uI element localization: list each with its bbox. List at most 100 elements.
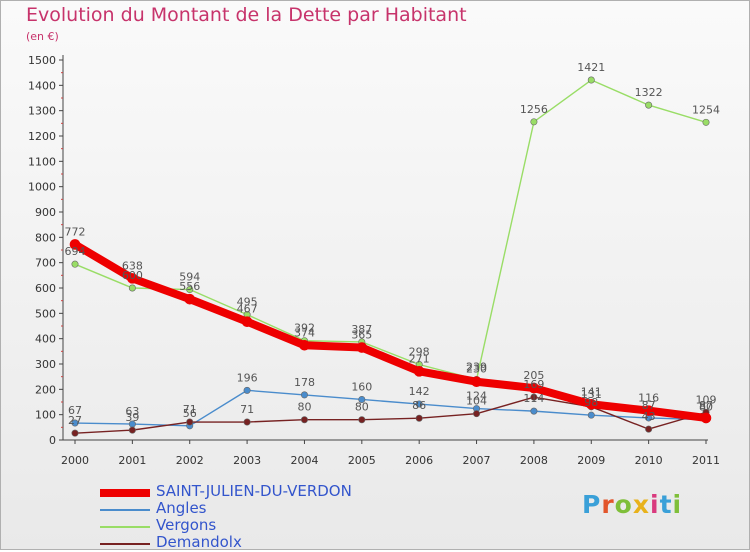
data-point <box>530 393 538 401</box>
data-label: 230 <box>466 363 487 376</box>
data-label: 71 <box>240 403 254 416</box>
x-tick-label: 2010 <box>635 454 663 467</box>
series-line <box>74 396 707 434</box>
series-line <box>74 389 707 427</box>
data-point <box>241 316 253 327</box>
data-point <box>587 76 595 84</box>
data-label: 141 <box>581 385 602 398</box>
legend-swatch <box>100 543 150 545</box>
data-label: 1421 <box>577 61 605 74</box>
data-label: 43 <box>642 410 656 423</box>
data-label: 169 <box>523 378 544 391</box>
data-point <box>415 414 423 422</box>
data-point <box>186 418 194 426</box>
data-point <box>243 418 251 426</box>
data-point <box>643 405 654 416</box>
data-label: 87 <box>642 399 656 412</box>
y-tick-label: 1100 <box>28 155 56 168</box>
data-label: 196 <box>237 371 258 384</box>
legend-swatch <box>100 526 150 528</box>
data-label: 80 <box>355 401 369 414</box>
data-label: 600 <box>122 269 143 282</box>
x-tick-label: 2006 <box>405 454 433 467</box>
data-point <box>243 386 251 394</box>
data-label: 594 <box>179 271 200 284</box>
data-label: 109 <box>696 393 717 406</box>
logo-letter: r <box>601 490 615 519</box>
logo-letter: i <box>672 490 683 519</box>
x-tick-label: 2009 <box>577 454 605 467</box>
axes: 0 100 200 300 400 500 600 700 800 900 1000 1100 1200… <box>28 54 720 467</box>
data-point <box>300 391 308 399</box>
data-label: 27 <box>68 414 82 427</box>
data-point <box>585 398 597 410</box>
data-label: 86 <box>412 399 426 412</box>
data-label: 114 <box>523 392 544 405</box>
proxiti-logo: Proxiti <box>582 490 682 519</box>
data-label: 131 <box>581 388 602 401</box>
line-chart: 0 100 200 300 400 500 600 700 800 900 1000 1100 1200… <box>28 54 720 467</box>
y-tick-label: 0 <box>49 434 56 447</box>
legend-label: SAINT-JULIEN-DU-VERDON <box>156 482 352 500</box>
data-point <box>645 101 653 109</box>
y-tick-label: 1200 <box>28 130 56 143</box>
y-tick-label: 1000 <box>28 181 56 194</box>
data-label: 98 <box>584 396 598 409</box>
data-label: 772 <box>65 225 86 238</box>
y-tick-label: 500 <box>35 307 56 320</box>
data-point <box>358 395 366 403</box>
logo-letter: x <box>632 490 650 519</box>
data-point <box>356 342 368 353</box>
data-label: 80 <box>297 401 311 414</box>
x-tick-label: 2011 <box>692 454 720 467</box>
data-label: 116 <box>638 392 659 405</box>
data-point <box>530 407 538 415</box>
data-label: 87 <box>699 399 713 412</box>
data-point <box>530 118 538 126</box>
data-point <box>471 376 482 388</box>
data-point <box>700 412 712 424</box>
x-tick-label: 2007 <box>463 454 491 467</box>
data-label: 387 <box>351 323 372 336</box>
data-point <box>128 426 136 434</box>
data-label: 638 <box>122 259 143 272</box>
y-unit-label: (en €) <box>26 30 59 43</box>
x-tick-label: 2002 <box>176 454 204 467</box>
y-tick-label: 300 <box>35 358 56 371</box>
series-line <box>74 79 707 381</box>
y-tick-label: 700 <box>35 257 56 270</box>
logo-letter: P <box>582 490 602 519</box>
data-point <box>128 284 136 292</box>
data-point <box>71 260 79 268</box>
data-label: 374 <box>294 326 315 339</box>
data-label: 271 <box>409 352 430 365</box>
y-tick-label: 200 <box>35 383 56 396</box>
legend-swatch <box>100 509 150 511</box>
data-label: 178 <box>294 376 315 389</box>
data-label: 495 <box>237 296 258 309</box>
data-point <box>186 286 194 294</box>
data-point <box>528 382 540 394</box>
data-label: 1254 <box>692 103 720 116</box>
data-label: 142 <box>409 385 430 398</box>
y-tick-label: 100 <box>35 409 56 422</box>
data-point <box>71 429 79 437</box>
data-label: 1322 <box>635 86 663 99</box>
data-point <box>184 293 196 305</box>
data-point <box>415 400 423 408</box>
data-label: 365 <box>351 329 372 342</box>
y-tick-label: 1400 <box>28 79 56 92</box>
y-tick-label: 800 <box>35 231 56 244</box>
data-point <box>300 416 308 424</box>
legend-label: Angles <box>156 499 207 517</box>
data-label: 160 <box>351 380 372 393</box>
data-label: 467 <box>237 303 258 316</box>
data-label: 71 <box>183 403 197 416</box>
data-label: 124 <box>466 390 487 403</box>
data-point <box>702 118 710 126</box>
y-tick-label: 400 <box>35 333 56 346</box>
x-tick-label: 2008 <box>520 454 548 467</box>
data-label: 556 <box>179 280 200 293</box>
logo-letter: o <box>614 490 633 519</box>
